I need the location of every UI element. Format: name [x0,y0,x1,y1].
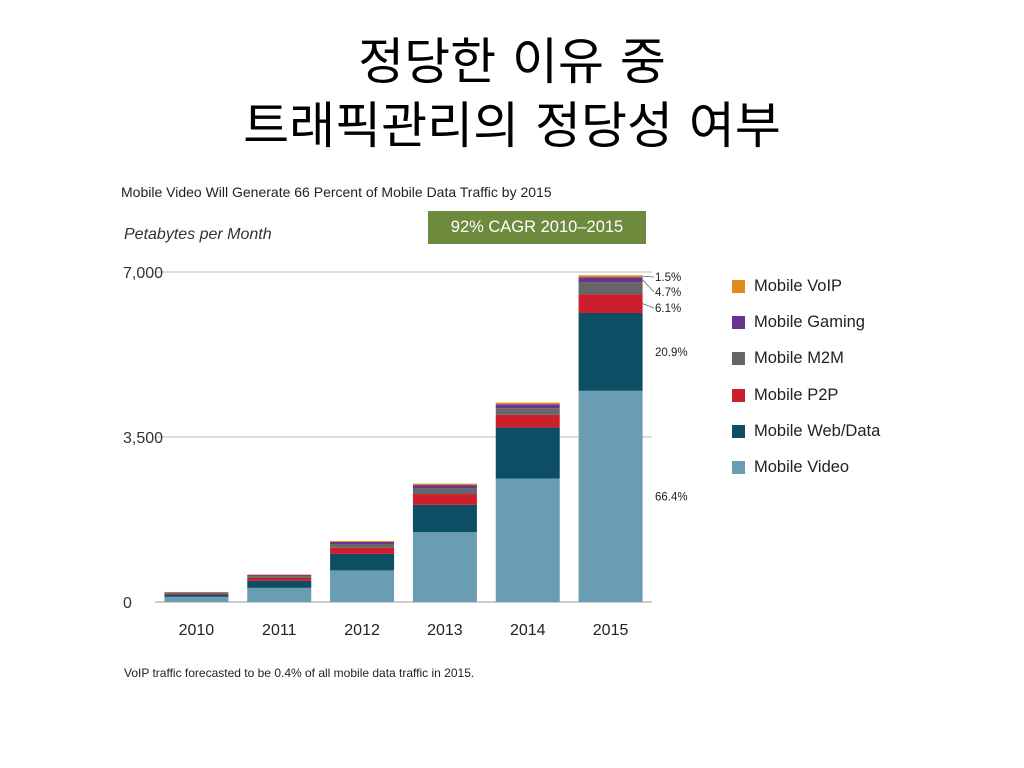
annotation-percent: 6.1% [655,303,681,315]
bar-segment-mobile-p2p [495,414,560,428]
bar-segment-mobile-voip [578,275,643,278]
annotation-leader [642,275,655,278]
legend-label: Mobile Web/Data [754,421,881,440]
y-tick-label: 7,000 [123,265,163,282]
x-tick-label: 2014 [510,622,546,639]
bar-segment-mobile-web-data [578,313,643,391]
legend-swatch [732,352,745,366]
annotation-leader [642,279,655,293]
bar-segment-mobile-web-data [164,594,229,597]
bar-segment-mobile-p2p [164,593,229,595]
annotation-percent: 4.7% [655,287,681,299]
bar-segment-mobile-video [164,596,229,602]
legend-swatch [732,388,745,402]
y-tick-label: 3,500 [123,430,163,447]
bar-segment-mobile-video [412,532,477,602]
legend-swatch [732,424,745,438]
slide-title-line-1: 정당한 이유 중 [358,33,666,91]
bar-segment-mobile-m2m [412,488,477,495]
bar-segment-mobile-p2p [247,577,312,581]
bar-segment-mobile-voip [330,540,395,542]
legend-item: Mobile M2M [732,341,880,377]
bar-segment-mobile-voip [495,402,560,405]
bar-segment-mobile-video [578,390,643,602]
bar-segment-mobile-p2p [330,547,395,554]
bar-segment-mobile-gaming [412,485,477,489]
bar-segment-mobile-m2m [247,576,312,578]
legend-label: Mobile VoIP [754,276,843,295]
bar-segment-mobile-gaming [247,575,312,577]
legend-item: Mobile Video [732,449,880,485]
bar-segment-mobile-web-data [495,427,560,479]
bar-segment-mobile-video [247,587,312,602]
bar-segment-mobile-gaming [330,541,395,545]
bar-segment-mobile-voip [412,483,477,486]
annotation-percent: 20.9% [655,347,688,359]
bar-segment-mobile-p2p [578,294,643,314]
annotation-percent: 66.4% [655,491,688,503]
legend-label: Mobile Video [754,458,850,477]
bar-segment-mobile-voip [247,574,312,576]
legend-swatch [732,315,745,329]
chart-footnote: VoIP traffic forecasted to be 0.4% of al… [124,666,475,680]
bar-segment-mobile-p2p [412,494,477,505]
bar-segment-mobile-gaming [495,404,560,409]
slide-title: 정당한 이유 중 트래픽관리의 정당성 여부 [0,30,1024,158]
chart-legend: Mobile VoIP Mobile Gaming Mobile M2M Mobile… [732,268,880,486]
y-tick-label: 0 [123,595,132,612]
legend-item: Mobile VoIP [732,268,880,304]
bar-segment-mobile-web-data [330,553,395,571]
chart-title: Mobile Video Will Generate 66 Percent of… [121,184,552,200]
bar-segment-mobile-gaming [578,277,643,283]
bar-segment-mobile-m2m [330,544,395,548]
legend-label: Mobile M2M [754,349,844,368]
bar-segment-mobile-m2m [164,592,229,594]
bar-segment-mobile-video [495,478,560,602]
bar-segment-mobile-web-data [412,504,477,533]
bar-segment-mobile-video [330,570,395,602]
y-axis-unit-label: Petabytes per Month [124,226,272,243]
legend-item: Mobile P2P [732,377,880,413]
x-tick-label: 2013 [427,622,463,639]
annotation-leader [642,303,655,309]
legend-swatch [732,279,745,293]
bar-segment-mobile-web-data [247,580,312,588]
x-tick-label: 2010 [179,622,215,639]
legend-swatch [732,461,745,475]
legend-item: Mobile Gaming [732,304,880,340]
x-tick-label: 2012 [344,622,380,639]
bar-segment-mobile-m2m [578,282,643,295]
cagr-badge: 92% CAGR 2010–2015 [428,211,646,244]
legend-item: Mobile Web/Data [732,413,880,449]
annotation-percent: 1.5% [655,272,681,284]
slide-title-line-2: 트래픽관리의 정당성 여부 [243,97,781,155]
legend-label: Mobile Gaming [754,312,865,331]
x-tick-label: 2015 [593,622,629,639]
bar-segment-mobile-m2m [495,408,560,415]
legend-label: Mobile P2P [754,385,839,404]
x-tick-label: 2011 [262,622,297,639]
